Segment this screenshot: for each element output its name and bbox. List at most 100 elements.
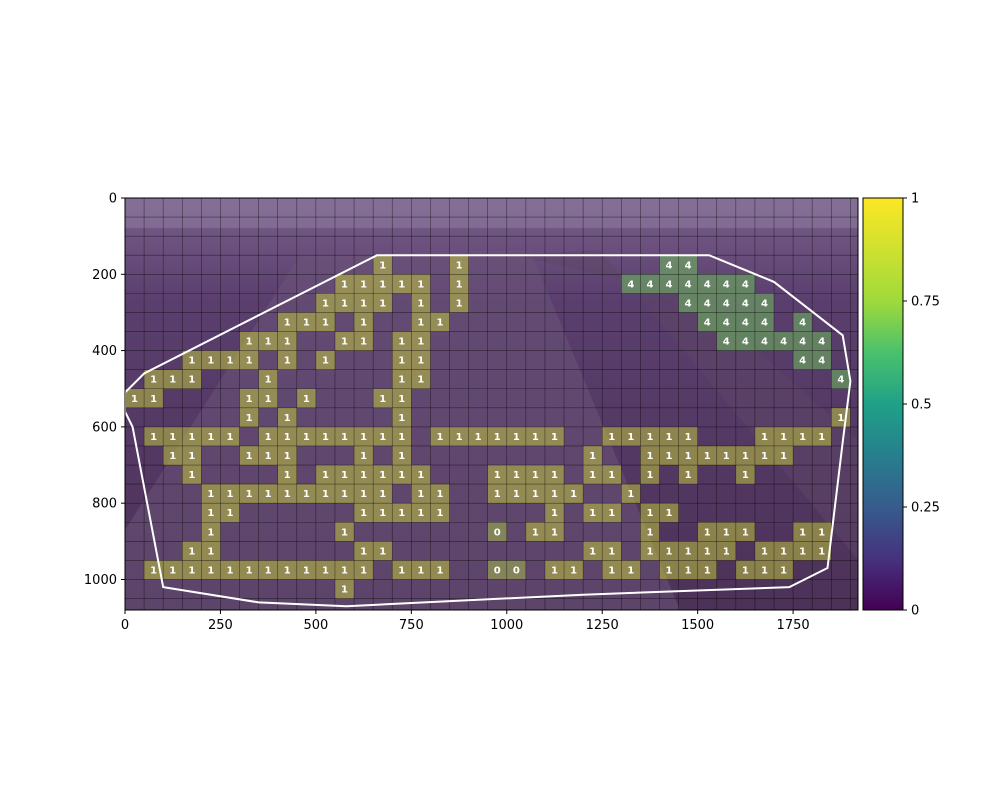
cell-value-label: 1 xyxy=(303,489,310,500)
cell-value-label: 1 xyxy=(513,489,520,500)
cell-value-label: 1 xyxy=(379,508,386,519)
heatmap-cell xyxy=(793,312,813,332)
cell-value-label: 1 xyxy=(322,565,329,576)
cell-value-label: 4 xyxy=(818,337,825,348)
y-tick-label: 800 xyxy=(92,497,117,512)
cell-value-label: 1 xyxy=(704,527,711,538)
heatmap-cell xyxy=(621,560,641,580)
heatmap-cell xyxy=(716,331,736,351)
heatmap-cell xyxy=(525,465,545,485)
cell-value-label: 1 xyxy=(666,508,673,519)
cell-value-label: 1 xyxy=(284,413,291,424)
heatmap-cell xyxy=(430,560,450,580)
cell-value-label: 1 xyxy=(627,432,634,443)
cell-value-label: 1 xyxy=(360,337,367,348)
heatmap-cell xyxy=(602,426,622,446)
heatmap-cell xyxy=(678,445,698,466)
heatmap-cell xyxy=(201,350,221,370)
cell-value-label: 4 xyxy=(799,356,806,367)
cell-value-label: 1 xyxy=(532,527,539,538)
cell-value-label: 1 xyxy=(456,432,463,443)
heatmap-cell xyxy=(411,560,431,580)
cell-value-label: 1 xyxy=(742,451,749,462)
heatmap-cell xyxy=(812,522,832,542)
cell-value-label: 4 xyxy=(723,317,730,328)
cell-value-label: 1 xyxy=(322,317,329,328)
cell-value-label: 1 xyxy=(666,565,673,576)
cell-value-label: 4 xyxy=(685,298,692,309)
heatmap-cell xyxy=(354,274,374,294)
heatmap-cell xyxy=(525,522,545,542)
heatmap-cell xyxy=(430,503,450,523)
cell-value-label: 1 xyxy=(207,527,214,538)
x-tick-label: 0 xyxy=(121,618,129,633)
cell-value-label: 1 xyxy=(322,489,329,500)
cell-value-label: 1 xyxy=(360,279,367,290)
heatmap-cell xyxy=(411,274,431,294)
cell-value-label: 1 xyxy=(761,451,768,462)
cell-value-label: 1 xyxy=(417,317,424,328)
heatmap-cell xyxy=(182,369,202,389)
heatmap-cell xyxy=(315,426,335,446)
cell-value-label: 1 xyxy=(646,508,653,519)
cell-value-label: 1 xyxy=(360,317,367,328)
heatmap-cell xyxy=(392,350,412,370)
cell-value-label: 1 xyxy=(723,451,730,462)
cell-value-label: 1 xyxy=(246,451,253,462)
cell-value-label: 1 xyxy=(398,394,405,405)
heatmap-cell xyxy=(735,445,755,466)
heatmap-cell xyxy=(258,484,278,504)
cell-value-label: 4 xyxy=(780,337,787,348)
cell-value-label: 1 xyxy=(188,470,195,481)
heatmap-cell xyxy=(296,426,316,446)
cell-value-label: 4 xyxy=(627,279,634,290)
cell-value-label: 1 xyxy=(780,546,787,557)
cell-value-label: 1 xyxy=(246,394,253,405)
cell-value-label: 1 xyxy=(379,279,386,290)
cell-value-label: 1 xyxy=(456,298,463,309)
heatmap-cell xyxy=(354,293,374,313)
heatmap-cell xyxy=(506,560,526,580)
cell-value-label: 1 xyxy=(570,489,577,500)
cell-value-label: 1 xyxy=(436,432,443,443)
cell-value-label: 1 xyxy=(417,279,424,290)
cell-value-label: 1 xyxy=(799,546,806,557)
cell-value-label: 4 xyxy=(723,337,730,348)
heatmap-cell xyxy=(411,293,431,313)
heatmap-cell xyxy=(602,465,622,485)
heatmap-cell xyxy=(754,541,775,561)
heatmap-cell xyxy=(258,426,278,446)
cell-value-label: 1 xyxy=(589,451,596,462)
heatmap-cell xyxy=(239,388,259,408)
colorbar-tick-label: 0.75 xyxy=(911,295,940,310)
heatmap-cell xyxy=(697,522,717,542)
heatmap-cell xyxy=(373,255,393,275)
cell-value-label: 1 xyxy=(360,489,367,500)
cell-value-label: 1 xyxy=(246,337,253,348)
heatmap-cell xyxy=(754,426,775,446)
cell-value-label: 1 xyxy=(284,565,291,576)
colorbar-ticks: 0 0.25 0.5 0.75 1 xyxy=(903,192,940,619)
heatmap-cell xyxy=(182,560,202,580)
heatmap-cell xyxy=(239,560,259,580)
heatmap-cell xyxy=(315,465,335,485)
heatmap-cell xyxy=(163,445,183,466)
cell-value-label: 1 xyxy=(227,489,234,500)
heatmap-cell xyxy=(774,331,794,351)
cell-value-label: 1 xyxy=(284,470,291,481)
cell-value-label: 1 xyxy=(398,508,405,519)
cell-value-label: 1 xyxy=(360,298,367,309)
heatmap-cell xyxy=(373,484,393,504)
cell-value-label: 1 xyxy=(341,298,348,309)
cell-value-label: 1 xyxy=(169,432,176,443)
heatmap-cell xyxy=(201,503,221,523)
cell-value-label: 4 xyxy=(704,298,711,309)
heatmap-cell xyxy=(678,255,698,275)
cell-value-label: 1 xyxy=(188,565,195,576)
cell-value-label: 1 xyxy=(685,546,692,557)
cell-value-label: 1 xyxy=(398,337,405,348)
heatmap-cell xyxy=(564,484,584,504)
heatmap-cell xyxy=(793,522,813,542)
cell-value-label: 1 xyxy=(303,317,310,328)
cell-value-label: 1 xyxy=(150,565,157,576)
